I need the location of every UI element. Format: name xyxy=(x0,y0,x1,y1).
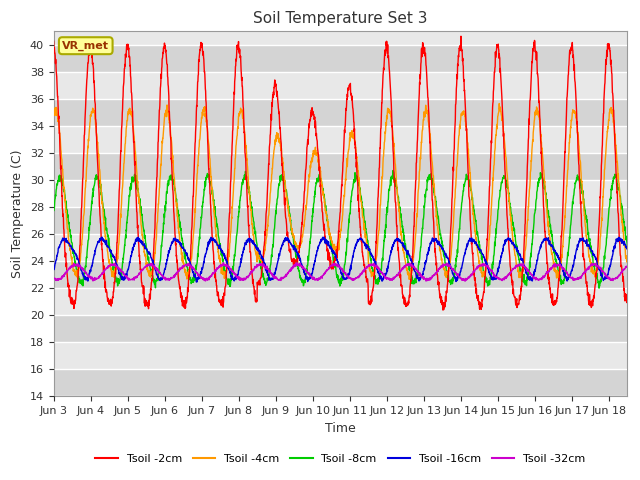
Bar xyxy=(54,288,627,315)
Bar xyxy=(54,72,627,99)
Bar xyxy=(54,207,627,234)
Bar xyxy=(54,315,627,342)
Bar xyxy=(54,180,627,207)
Title: Soil Temperature Set 3: Soil Temperature Set 3 xyxy=(253,11,428,26)
Bar xyxy=(54,342,627,370)
Bar xyxy=(54,153,627,180)
Bar xyxy=(54,45,627,72)
Text: VR_met: VR_met xyxy=(62,41,109,51)
Bar xyxy=(54,261,627,288)
Legend: Tsoil -2cm, Tsoil -4cm, Tsoil -8cm, Tsoil -16cm, Tsoil -32cm: Tsoil -2cm, Tsoil -4cm, Tsoil -8cm, Tsoi… xyxy=(91,449,590,468)
Bar xyxy=(54,126,627,153)
Bar xyxy=(54,234,627,261)
Y-axis label: Soil Temperature (C): Soil Temperature (C) xyxy=(11,150,24,278)
X-axis label: Time: Time xyxy=(325,421,356,435)
Bar xyxy=(54,370,627,396)
Bar xyxy=(54,99,627,126)
